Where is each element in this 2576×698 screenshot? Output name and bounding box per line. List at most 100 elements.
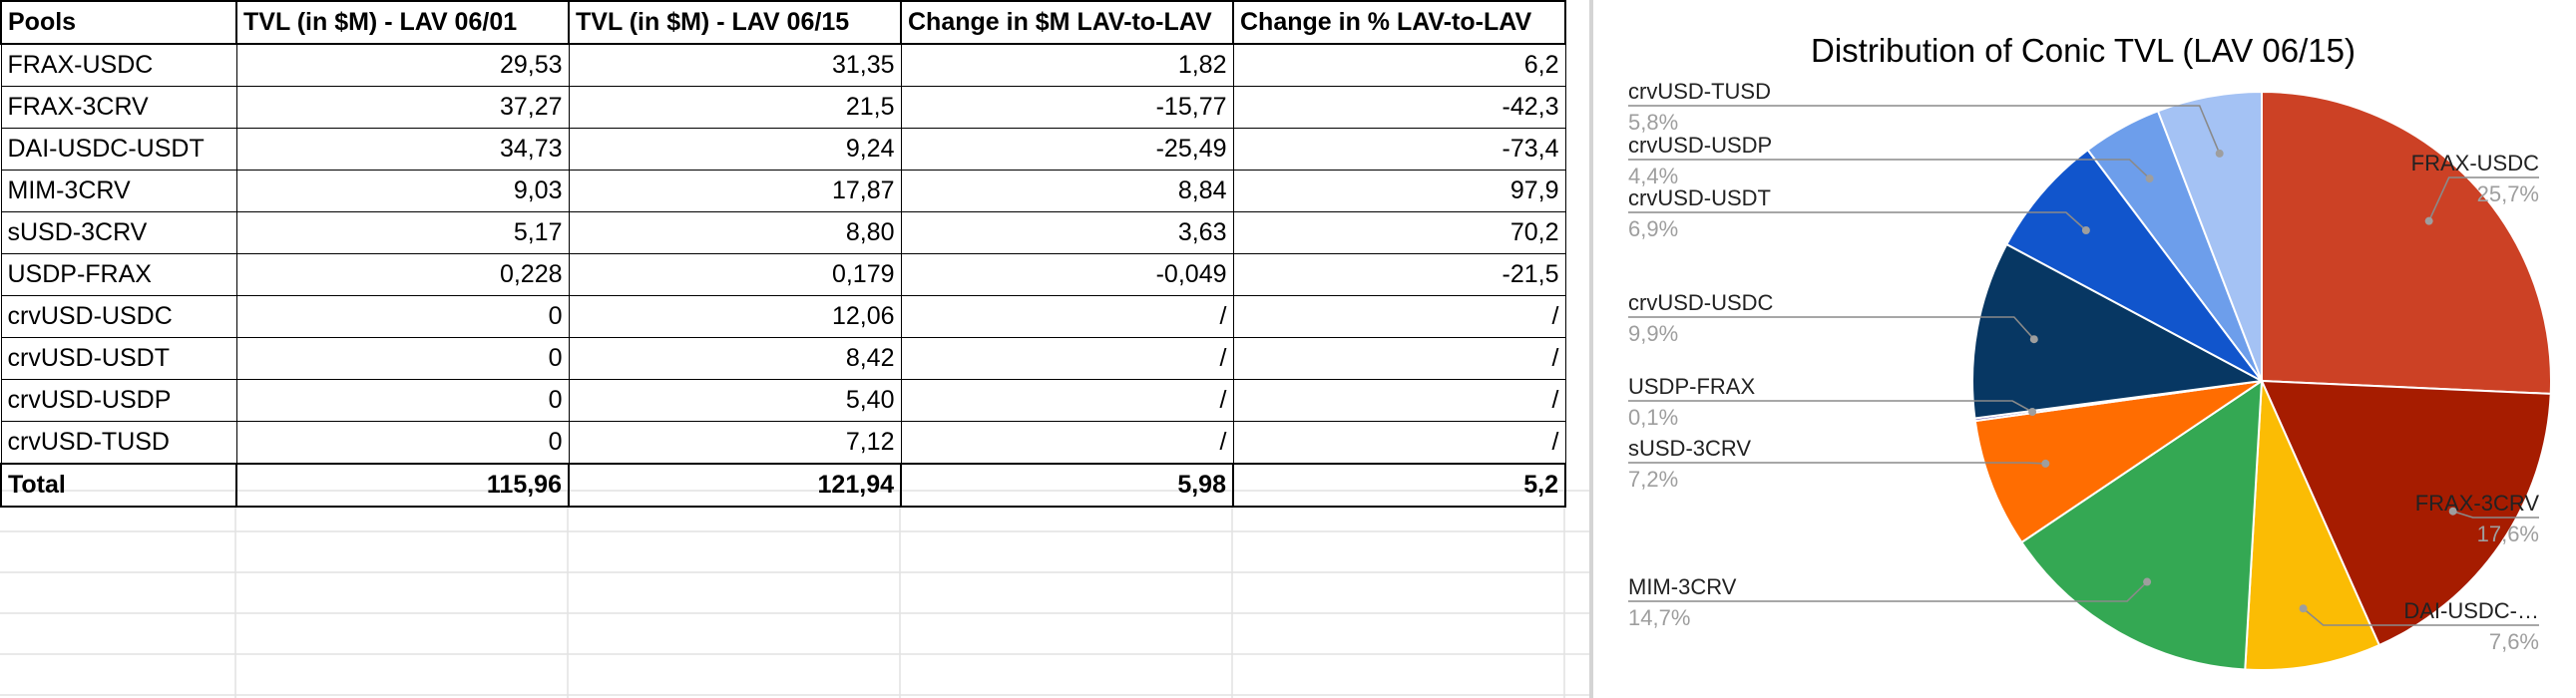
pie-slice[interactable] (2244, 380, 2381, 671)
table-cell[interactable]: 0 (235, 379, 570, 422)
slice-label: FRAX-USDC (2411, 151, 2539, 175)
table-cell[interactable]: 0,179 (568, 253, 902, 296)
leader-line (2303, 607, 2539, 626)
table-cell[interactable]: FRAX-3CRV (0, 86, 237, 129)
leader-line (1628, 211, 2087, 231)
table-cell[interactable]: 29,53 (235, 43, 570, 87)
table-cell[interactable]: 12,06 (568, 295, 902, 338)
table-row: MIM-3CRV 9,03 17,87 8,84 97,9 (0, 170, 1566, 212)
table-cell[interactable]: 5,40 (568, 379, 902, 422)
column-header[interactable]: Change in $M LAV-to-LAV (900, 0, 1234, 45)
slice-label: crvUSD-USDT (1628, 185, 1771, 210)
table-cell[interactable]: -73,4 (1232, 128, 1566, 171)
table-cell[interactable]: DAI-USDC-USDT (0, 128, 237, 171)
table-cell[interactable]: 3,63 (900, 211, 1234, 254)
table-cell[interactable]: 0 (235, 421, 570, 465)
leader-dot (2041, 459, 2050, 468)
table-cell[interactable]: -42,3 (1232, 86, 1566, 129)
table-cell[interactable]: 115,96 (235, 463, 570, 508)
column-header[interactable]: TVL (in $M) - LAV 06/15 (568, 0, 902, 45)
slice-label: sUSD-3CRV (1628, 436, 1751, 461)
table-cell[interactable]: 0 (235, 295, 570, 338)
table-cell[interactable]: crvUSD-USDC (0, 295, 237, 338)
table-row: USDP-FRAX 0,228 0,179 -0,049 -21,5 (0, 253, 1566, 296)
pie-slice[interactable] (2260, 379, 2552, 647)
table-row: FRAX-USDC 29,53 31,35 1,82 6,2 (0, 43, 1566, 87)
table-cell[interactable]: USDP-FRAX (0, 253, 237, 296)
table-cell[interactable]: 9,03 (235, 170, 570, 212)
table-cell[interactable]: 0 (235, 337, 570, 380)
pie-slice[interactable] (2020, 379, 2264, 671)
pie-chart[interactable]: Distribution of Conic TVL (LAV 06/15) FR… (1593, 0, 2576, 698)
table-cell[interactable]: / (900, 337, 1234, 380)
pie-slice[interactable] (1971, 242, 2266, 420)
slice-percent: 25,7% (2477, 181, 2539, 206)
table-cell[interactable]: 1,82 (900, 43, 1234, 87)
leader-dot (2299, 604, 2308, 613)
table-cell[interactable]: / (900, 421, 1234, 465)
table-cell[interactable]: Total (0, 463, 237, 508)
table-cell[interactable]: 5,98 (900, 463, 1234, 508)
leader-dot (2028, 408, 2037, 417)
table-cell[interactable]: 5,2 (1232, 463, 1566, 508)
slice-percent: 9,9% (1628, 321, 1678, 346)
slice-label: MIM-3CRV (1628, 574, 1737, 599)
table-cell[interactable]: 8,84 (900, 170, 1234, 212)
table-cell[interactable]: -0,049 (900, 253, 1234, 296)
column-header[interactable]: Change in % LAV-to-LAV (1232, 0, 1566, 45)
leader-line (2427, 176, 2539, 221)
table-cell[interactable]: -21,5 (1232, 253, 1566, 296)
pie-slice[interactable] (2156, 90, 2263, 382)
table-cell[interactable]: 70,2 (1232, 211, 1566, 254)
table-cell[interactable]: / (900, 379, 1234, 422)
slice-percent: 14,7% (1628, 605, 1690, 630)
chart-title: Distribution of Conic TVL (LAV 06/15) (1811, 32, 2356, 69)
table-cell[interactable]: / (1232, 379, 1566, 422)
column-header[interactable]: TVL (in $M) - LAV 06/01 (235, 0, 570, 45)
table-cell[interactable]: 0,228 (235, 253, 570, 296)
table-cell[interactable]: 17,87 (568, 170, 902, 212)
pie-slice[interactable] (2005, 148, 2263, 382)
table-cell[interactable]: 5,17 (235, 211, 570, 254)
table-cell[interactable]: -25,49 (900, 128, 1234, 171)
table-cell[interactable]: crvUSD-USDT (0, 337, 237, 380)
table-cell[interactable]: / (900, 295, 1234, 338)
leader-line (1628, 105, 2221, 155)
panel-divider (1589, 0, 1593, 698)
table-row: DAI-USDC-USDT 34,73 9,24 -25,49 -73,4 (0, 128, 1566, 171)
table-cell[interactable]: / (1232, 295, 1566, 338)
table-cell[interactable]: FRAX-USDC (0, 43, 237, 87)
header-row: Pools TVL (in $M) - LAV 06/01 TVL (in $M) … (0, 0, 1566, 45)
table-cell[interactable]: 8,80 (568, 211, 902, 254)
pie-labels: FRAX-USDC 25,7% FRAX-3CRV 17,6% DAI-USDC-… 7,… (1628, 79, 2539, 654)
table-cell[interactable]: 8,42 (568, 337, 902, 380)
table-row: sUSD-3CRV 5,17 8,80 3,63 70,2 (0, 211, 1566, 254)
table-cell[interactable]: crvUSD-USDP (0, 379, 237, 422)
pie-slice[interactable] (2261, 90, 2552, 395)
slice-percent: 0,1% (1628, 405, 1678, 430)
table-cell[interactable]: / (1232, 337, 1566, 380)
table-cell[interactable]: 7,12 (568, 421, 902, 465)
table-cell[interactable]: 9,24 (568, 128, 902, 171)
table-cell[interactable]: sUSD-3CRV (0, 211, 237, 254)
table-cell[interactable]: MIM-3CRV (0, 170, 237, 212)
leader-line (1628, 462, 2046, 465)
table-cell[interactable]: crvUSD-TUSD (0, 421, 237, 465)
pie-slice[interactable] (1973, 380, 2263, 544)
table-cell[interactable]: 21,5 (568, 86, 902, 129)
slice-percent: 6,9% (1628, 216, 1678, 241)
table-cell[interactable]: 6,2 (1232, 43, 1566, 87)
table-cell[interactable]: 121,94 (568, 463, 902, 508)
slice-percent: 4,4% (1628, 164, 1678, 188)
table-cell[interactable]: 34,73 (235, 128, 570, 171)
table-cell[interactable]: / (1232, 421, 1566, 465)
table-row: crvUSD-TUSD 0 7,12// (0, 421, 1566, 465)
table-cell[interactable]: -15,77 (900, 86, 1234, 129)
tvl-table: Pools TVL (in $M) - LAV 06/01 TVL (in $M) … (0, 0, 1566, 508)
empty-grid (0, 490, 1589, 698)
table-cell[interactable]: 37,27 (235, 86, 570, 129)
column-header[interactable]: Pools (0, 0, 237, 45)
table-cell[interactable]: 31,35 (568, 43, 902, 87)
leader-line (1628, 316, 2035, 340)
table-cell[interactable]: 97,9 (1232, 170, 1566, 212)
